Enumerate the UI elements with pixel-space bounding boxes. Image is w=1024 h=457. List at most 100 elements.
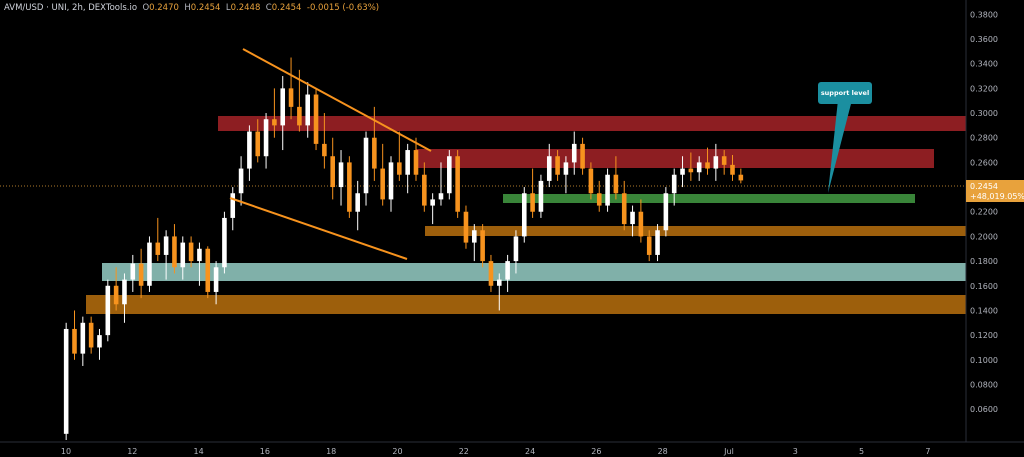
candle-body[interactable]	[205, 248, 211, 292]
candle-body[interactable]	[571, 143, 577, 163]
candle-body[interactable]	[630, 211, 635, 225]
candle-body[interactable]	[347, 162, 352, 212]
candle-body[interactable]	[138, 263, 144, 286]
candle-body[interactable]	[105, 285, 111, 336]
candle-body[interactable]	[430, 199, 435, 206]
candle-body[interactable]	[172, 236, 177, 268]
candle-body[interactable]	[480, 230, 485, 262]
candle-body[interactable]	[530, 193, 535, 212]
candle-body[interactable]	[130, 263, 136, 280]
candle-body[interactable]	[738, 174, 744, 181]
candle-body[interactable]	[88, 322, 94, 348]
time-axis[interactable]: 10 12 14 16 18 20 22 24 26 28 Jul 3 5 7	[0, 441, 1024, 456]
candle-body[interactable]	[197, 248, 202, 262]
candle-body[interactable]	[280, 88, 286, 126]
candle-body[interactable]	[380, 168, 385, 200]
open-value: 0.2470	[149, 3, 179, 13]
candle-body[interactable]	[655, 230, 660, 255]
support-zone-orange-upper[interactable]	[425, 226, 966, 236]
candle-body[interactable]	[305, 94, 311, 126]
support-zone-teal[interactable]	[102, 263, 966, 281]
candle-body[interactable]	[713, 156, 719, 169]
candle-body[interactable]	[688, 168, 694, 173]
support-callout[interactable]: support level	[818, 82, 872, 193]
candle-body[interactable]	[505, 261, 510, 280]
candle-body[interactable]	[513, 236, 519, 262]
time-tick-label: 5	[859, 447, 864, 456]
candle-body[interactable]	[563, 162, 569, 175]
trendline-lower[interactable]	[229, 197, 408, 260]
candle-body[interactable]	[163, 236, 169, 255]
candle-body[interactable]	[122, 279, 127, 305]
candle-body[interactable]	[621, 193, 627, 225]
candle-body[interactable]	[355, 193, 360, 212]
candle-body[interactable]	[180, 242, 186, 268]
candle-body[interactable]	[546, 156, 552, 181]
candle-body[interactable]	[638, 211, 644, 237]
candle-body[interactable]	[255, 131, 261, 157]
candle-body[interactable]	[463, 211, 469, 243]
candle-body[interactable]	[388, 162, 394, 200]
candle-body[interactable]	[363, 137, 369, 194]
candle-body[interactable]	[372, 137, 377, 169]
candle-body[interactable]	[263, 119, 269, 157]
candle-body[interactable]	[646, 236, 652, 255]
candle-body[interactable]	[113, 285, 119, 305]
candle-body[interactable]	[97, 335, 102, 348]
resistance-zone-upper[interactable]	[218, 116, 966, 131]
candle-body[interactable]	[155, 242, 161, 255]
candle-body[interactable]	[730, 164, 735, 175]
candle-body[interactable]	[422, 174, 427, 206]
candle-body[interactable]	[247, 131, 252, 169]
candle-body[interactable]	[705, 162, 710, 169]
candle-body[interactable]	[238, 168, 244, 194]
candle-body[interactable]	[663, 193, 669, 231]
candle-body[interactable]	[147, 242, 152, 286]
candle-body[interactable]	[596, 193, 602, 206]
candle-body[interactable]	[188, 242, 194, 262]
price-axis[interactable]: 0.3800 0.3600 0.3400 0.3200 0.3000 0.2800 0.26…	[965, 0, 1024, 457]
candle-body[interactable]	[438, 193, 444, 200]
candle-body[interactable]	[230, 193, 236, 218]
close-value: 0.2454	[271, 3, 302, 13]
candle-body[interactable]	[288, 88, 294, 107]
support-zone-orange-lower[interactable]	[86, 295, 966, 314]
candle-body[interactable]	[555, 156, 560, 175]
candle-body[interactable]	[313, 94, 319, 144]
candle-body[interactable]	[721, 156, 727, 165]
candle-body[interactable]	[680, 168, 685, 175]
candle-body[interactable]	[80, 322, 86, 354]
candle-body[interactable]	[588, 168, 594, 194]
candle-body[interactable]	[213, 267, 219, 292]
candle-body[interactable]	[63, 328, 69, 434]
candle-body[interactable]	[322, 143, 327, 157]
resistance-zone-lower[interactable]	[416, 149, 934, 168]
candle-body[interactable]	[297, 106, 302, 126]
candle-body[interactable]	[605, 174, 610, 206]
symbol-label[interactable]: AVM/USD · UNI, 2h, DEXTools.io	[4, 3, 138, 13]
candle-body[interactable]	[447, 156, 452, 194]
candle-body[interactable]	[330, 156, 335, 188]
candle-body[interactable]	[496, 279, 502, 286]
candle-body[interactable]	[538, 180, 544, 212]
change-value: -0.0015 (-0.63%)	[306, 3, 380, 13]
candle-body[interactable]	[696, 162, 702, 173]
candle-body[interactable]	[472, 230, 477, 243]
candle-body[interactable]	[521, 193, 527, 237]
trendline-upper[interactable]	[242, 48, 432, 152]
candle-body[interactable]	[72, 328, 77, 354]
candle-body[interactable]	[580, 143, 585, 169]
candle-body[interactable]	[222, 217, 227, 268]
candle-body[interactable]	[338, 162, 344, 188]
candle-body[interactable]	[397, 162, 402, 175]
candle-body[interactable]	[405, 150, 410, 175]
candle-body[interactable]	[413, 150, 419, 175]
price-tick-label: 0.2000	[970, 232, 998, 241]
candle-body[interactable]	[671, 174, 677, 194]
candle-body[interactable]	[613, 174, 619, 194]
candle-body[interactable]	[272, 119, 277, 126]
candle-body[interactable]	[488, 261, 494, 286]
support-zone-green[interactable]	[503, 194, 915, 203]
candle-body[interactable]	[455, 156, 460, 212]
